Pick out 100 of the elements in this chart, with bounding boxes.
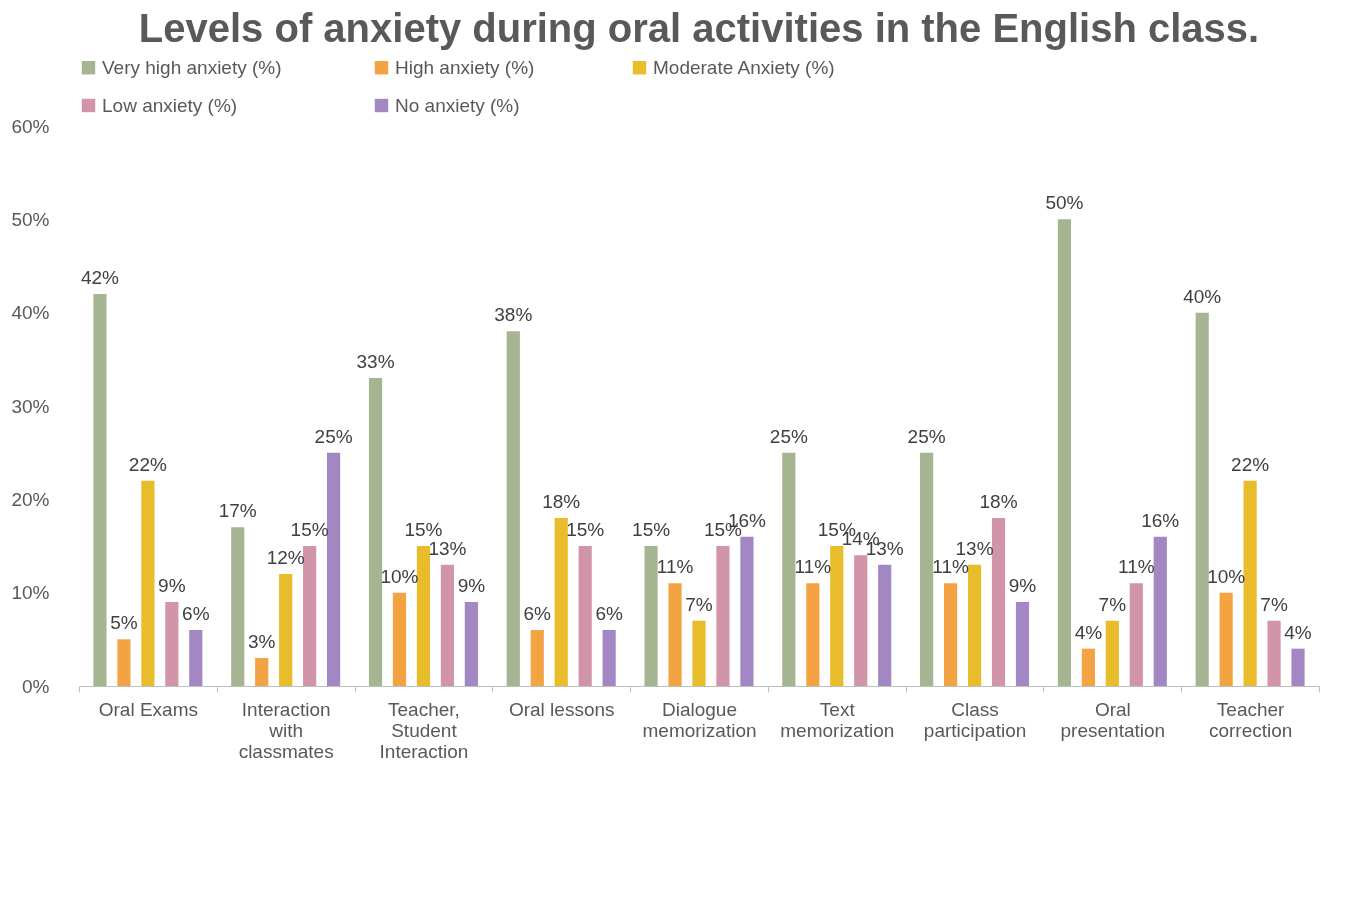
- data-label: 11%: [1117, 556, 1155, 578]
- y-tick-label: 0%: [22, 675, 50, 697]
- bar: [782, 452, 796, 686]
- bar: [440, 564, 454, 686]
- bar: [1105, 620, 1119, 686]
- bar: [920, 452, 934, 686]
- data-label: 22%: [1231, 453, 1270, 475]
- data-label: 25%: [314, 425, 353, 447]
- x-tick-label: Oral Exams: [98, 698, 199, 720]
- bar: [1195, 312, 1209, 686]
- data-label: 38%: [494, 304, 533, 326]
- bar: [944, 583, 958, 686]
- bar: [602, 630, 616, 686]
- bar: [991, 518, 1006, 686]
- data-label: 7%: [1098, 593, 1127, 615]
- bar: [189, 630, 203, 686]
- legend-label: Low anxiety (%): [102, 94, 238, 116]
- legend-label: Very high anxiety (%): [102, 56, 282, 78]
- bar: [117, 639, 131, 686]
- data-label: 13%: [428, 537, 467, 559]
- y-tick-label: 30%: [11, 395, 50, 417]
- data-label: 9%: [1008, 575, 1037, 596]
- bar: [93, 294, 107, 686]
- bar: [165, 602, 179, 686]
- data-label: 13%: [955, 537, 994, 559]
- y-tick-label: 20%: [11, 488, 50, 510]
- bar: [692, 620, 706, 686]
- x-tick-label: Dialogue memorization: [642, 698, 757, 741]
- data-label: 22%: [128, 453, 168, 475]
- bar: [141, 480, 155, 686]
- data-label: 25%: [769, 425, 808, 447]
- data-label: 9%: [158, 575, 186, 596]
- data-label: 25%: [907, 425, 946, 447]
- x-tick-label: Class participation: [923, 698, 1027, 741]
- bar: [716, 546, 730, 686]
- x-tick-label: Oral presentation: [1060, 698, 1166, 741]
- bar: [303, 546, 317, 686]
- data-label: 9%: [457, 575, 486, 596]
- bar: [1015, 602, 1030, 686]
- bar: [806, 583, 820, 686]
- bar: [878, 564, 892, 686]
- data-label: 4%: [1074, 621, 1103, 643]
- data-label: 5%: [110, 612, 138, 634]
- y-tick-label: 50%: [11, 208, 50, 230]
- bar: [255, 658, 269, 686]
- data-label: 40%: [1183, 285, 1222, 307]
- bar: [1153, 536, 1167, 686]
- bar: [279, 574, 293, 686]
- bar: [1243, 480, 1257, 686]
- x-tick-label: Interaction with classmates: [238, 698, 334, 762]
- bar: [231, 527, 245, 686]
- data-label: 17%: [218, 500, 257, 522]
- x-tick-label: Text memorization: [780, 698, 895, 741]
- legend-label: No anxiety (%): [395, 94, 520, 116]
- legend-label: Moderate Anxiety (%): [653, 56, 835, 78]
- bar: [1129, 583, 1143, 686]
- bar: [506, 331, 520, 686]
- data-label: 12%: [266, 547, 305, 568]
- data-label: 33%: [356, 351, 395, 372]
- bar: [327, 452, 341, 686]
- bar: [464, 602, 478, 686]
- bar: [644, 546, 658, 686]
- data-label: 7%: [685, 593, 713, 615]
- data-label: 16%: [1141, 509, 1180, 531]
- bar: [554, 518, 568, 686]
- y-tick-label: 40%: [11, 302, 50, 324]
- bar: [392, 592, 407, 686]
- bar: [530, 630, 544, 686]
- bar: [1291, 648, 1305, 686]
- data-label: 3%: [247, 631, 276, 652]
- bar: [668, 583, 682, 686]
- data-label: 4%: [1284, 621, 1312, 643]
- data-label: 15%: [404, 519, 443, 540]
- data-label: 6%: [182, 603, 210, 624]
- data-label: 15%: [632, 519, 671, 540]
- bar: [740, 536, 754, 686]
- bar: [578, 546, 592, 686]
- bar: [1081, 648, 1095, 686]
- x-tick-label: Teacher, Student Interaction: [379, 698, 469, 762]
- bar: [368, 378, 383, 686]
- bar: [967, 564, 982, 686]
- bar: [416, 546, 431, 686]
- data-label: 6%: [523, 603, 552, 624]
- x-tick-label: Oral lessons: [508, 698, 615, 720]
- legend-label: High anxiety (%): [395, 56, 535, 78]
- bar: [830, 546, 844, 686]
- y-tick-label: 60%: [11, 115, 50, 137]
- data-label: 18%: [542, 491, 581, 512]
- data-label: 42%: [80, 267, 120, 288]
- data-label: 50%: [1045, 192, 1084, 214]
- data-label: 11%: [932, 556, 970, 578]
- bar: [1219, 592, 1233, 686]
- x-tick-label: Teacher correction: [1208, 698, 1293, 741]
- data-label: 18%: [979, 491, 1018, 512]
- y-tick-label: 10%: [11, 582, 50, 604]
- bar: [1267, 620, 1281, 686]
- data-label: 11%: [656, 556, 694, 578]
- bar: [1057, 219, 1071, 686]
- bar: [854, 555, 868, 686]
- chart-title: Levels of anxiety during oral activities in the English class.: [138, 6, 1260, 50]
